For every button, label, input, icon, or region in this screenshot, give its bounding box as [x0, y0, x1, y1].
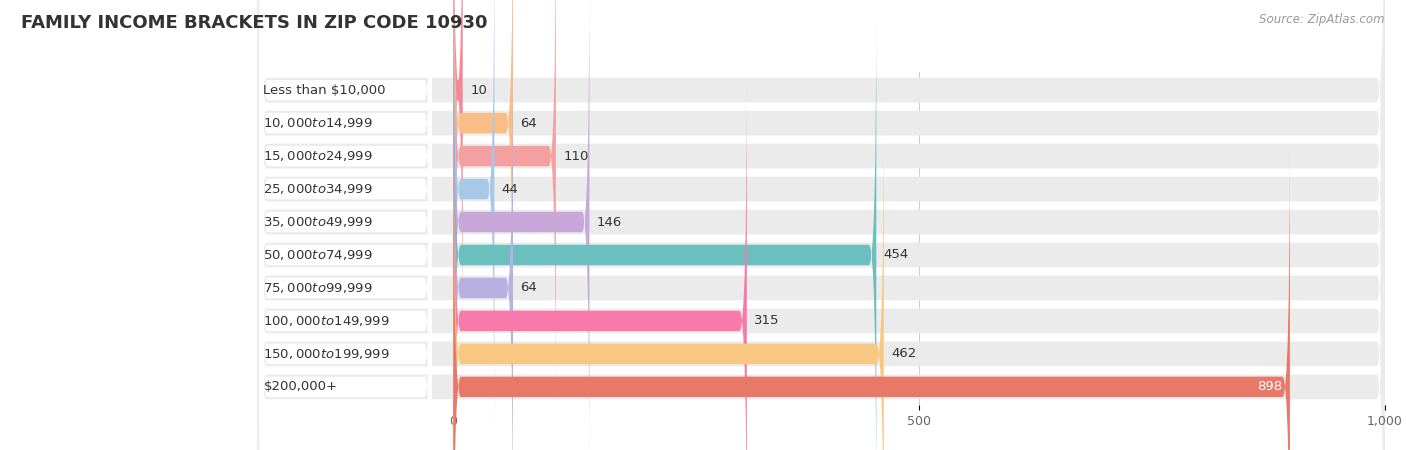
FancyBboxPatch shape — [453, 34, 513, 450]
Text: 898: 898 — [1257, 380, 1282, 393]
FancyBboxPatch shape — [260, 0, 432, 450]
Text: 44: 44 — [502, 183, 519, 196]
FancyBboxPatch shape — [453, 0, 555, 410]
FancyBboxPatch shape — [453, 1, 876, 450]
FancyBboxPatch shape — [257, 0, 1385, 407]
FancyBboxPatch shape — [260, 0, 432, 410]
FancyBboxPatch shape — [260, 0, 432, 344]
Text: $15,000 to $24,999: $15,000 to $24,999 — [263, 149, 373, 163]
Text: 64: 64 — [520, 281, 537, 294]
FancyBboxPatch shape — [257, 4, 1385, 450]
Text: $200,000+: $200,000+ — [263, 380, 337, 393]
FancyBboxPatch shape — [260, 68, 432, 450]
Text: Source: ZipAtlas.com: Source: ZipAtlas.com — [1260, 14, 1385, 27]
FancyBboxPatch shape — [257, 70, 1385, 450]
FancyBboxPatch shape — [260, 34, 432, 450]
FancyBboxPatch shape — [257, 0, 1385, 450]
Text: FAMILY INCOME BRACKETS IN ZIP CODE 10930: FAMILY INCOME BRACKETS IN ZIP CODE 10930 — [21, 14, 488, 32]
FancyBboxPatch shape — [257, 0, 1385, 374]
FancyBboxPatch shape — [257, 103, 1385, 450]
Text: 454: 454 — [884, 248, 910, 261]
FancyBboxPatch shape — [260, 133, 432, 450]
FancyBboxPatch shape — [453, 100, 884, 450]
Text: Less than $10,000: Less than $10,000 — [263, 84, 385, 97]
FancyBboxPatch shape — [453, 0, 463, 344]
Text: 462: 462 — [891, 347, 917, 360]
FancyBboxPatch shape — [453, 0, 495, 443]
FancyBboxPatch shape — [260, 1, 432, 450]
FancyBboxPatch shape — [260, 0, 432, 377]
FancyBboxPatch shape — [260, 100, 432, 450]
FancyBboxPatch shape — [453, 0, 513, 377]
FancyBboxPatch shape — [257, 36, 1385, 450]
FancyBboxPatch shape — [453, 133, 1289, 450]
Text: $100,000 to $149,999: $100,000 to $149,999 — [263, 314, 389, 328]
Text: $75,000 to $99,999: $75,000 to $99,999 — [263, 281, 373, 295]
Text: $150,000 to $199,999: $150,000 to $199,999 — [263, 347, 389, 361]
FancyBboxPatch shape — [453, 0, 589, 450]
Text: $35,000 to $49,999: $35,000 to $49,999 — [263, 215, 373, 229]
Text: 64: 64 — [520, 117, 537, 130]
Text: $50,000 to $74,999: $50,000 to $74,999 — [263, 248, 373, 262]
Text: $10,000 to $14,999: $10,000 to $14,999 — [263, 116, 373, 130]
Text: 110: 110 — [564, 149, 589, 162]
FancyBboxPatch shape — [257, 0, 1385, 441]
FancyBboxPatch shape — [260, 0, 432, 443]
FancyBboxPatch shape — [257, 0, 1385, 450]
Text: 10: 10 — [470, 84, 486, 97]
Text: 146: 146 — [598, 216, 621, 229]
FancyBboxPatch shape — [257, 0, 1385, 450]
Text: 315: 315 — [754, 315, 780, 328]
FancyBboxPatch shape — [453, 68, 747, 450]
Text: $25,000 to $34,999: $25,000 to $34,999 — [263, 182, 373, 196]
